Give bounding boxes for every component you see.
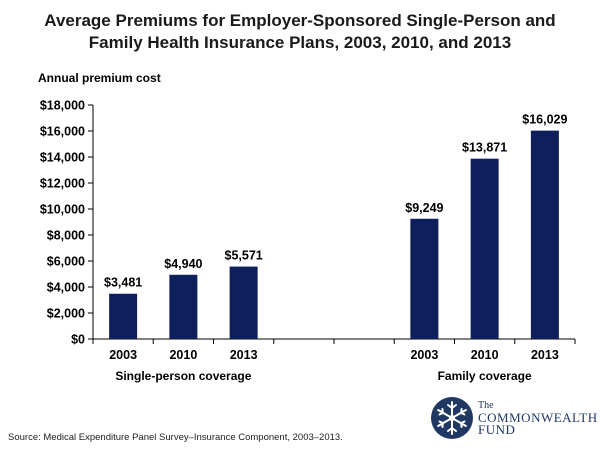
y-tick-label: $8,000 bbox=[47, 229, 85, 243]
source-note: Source: Medical Expenditure Panel Survey… bbox=[8, 432, 343, 443]
y-tick-label: $12,000 bbox=[40, 177, 85, 191]
bar bbox=[470, 158, 499, 339]
chart-title-line-1: Average Premiums for Employer-Sponsored … bbox=[44, 11, 556, 30]
y-tick-label: $14,000 bbox=[40, 151, 85, 165]
snowflake-logo-icon bbox=[431, 397, 473, 439]
x-tick-label: 2013 bbox=[230, 348, 258, 362]
bar-chart: $0 $2,000 $4,000 $6,000 $8,000 $10,000 $12,000… bbox=[40, 99, 576, 362]
bar-value-label: $4,940 bbox=[164, 257, 202, 271]
bar bbox=[109, 293, 138, 339]
bar bbox=[229, 266, 258, 339]
bar bbox=[169, 274, 198, 339]
commonwealth-fund-logo: The COMMONWEALTH FUND bbox=[430, 396, 597, 446]
logo-text-the: The bbox=[478, 400, 494, 411]
y-tick-label: $6,000 bbox=[47, 255, 85, 269]
y-tick-label: $10,000 bbox=[40, 203, 85, 217]
y-axis-label: Annual premium cost bbox=[38, 71, 161, 85]
logo-text-fund: FUND bbox=[478, 422, 516, 437]
x-tick-label: 2013 bbox=[531, 348, 559, 362]
y-tick-label: $0 bbox=[71, 333, 85, 347]
y-tick-label: $16,000 bbox=[40, 125, 85, 139]
bar bbox=[410, 218, 439, 339]
y-tick-label: $4,000 bbox=[47, 281, 85, 295]
group-label-single-person: Single-person coverage bbox=[115, 369, 252, 383]
bar bbox=[530, 130, 559, 339]
x-tick-label: 2010 bbox=[169, 348, 197, 362]
group-label-family: Family coverage bbox=[437, 369, 532, 383]
bar-value-label: $13,871 bbox=[462, 141, 507, 155]
x-tick-label: 2003 bbox=[109, 348, 137, 362]
logo-text-commonwealth: COMMONWEALTH bbox=[478, 410, 598, 425]
y-tick-label: $2,000 bbox=[47, 307, 85, 321]
bar-value-label: $16,029 bbox=[522, 113, 567, 127]
bar-value-label: $3,481 bbox=[104, 276, 142, 290]
bar-value-label: $9,249 bbox=[405, 201, 443, 215]
bar-value-label: $5,571 bbox=[225, 249, 263, 263]
x-tick-label: 2010 bbox=[471, 348, 499, 362]
chart-title: Average Premiums for Employer-Sponsored … bbox=[0, 10, 600, 54]
y-tick-label: $18,000 bbox=[40, 99, 85, 113]
x-tick-label: 2003 bbox=[410, 348, 438, 362]
chart-title-line-2: Family Health Insurance Plans, 2003, 201… bbox=[88, 33, 512, 52]
